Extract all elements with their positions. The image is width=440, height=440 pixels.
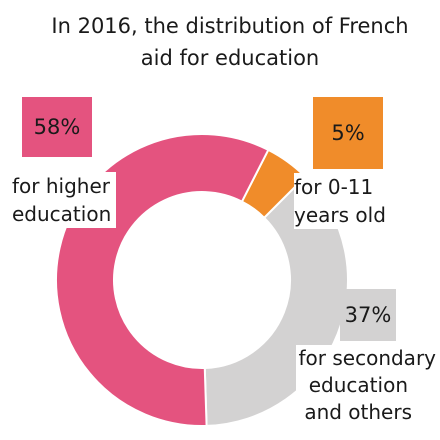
title-line-2: aid for education [140, 46, 320, 70]
value-label-secondary-education: 37% [344, 303, 392, 327]
label-higher-education-line-2: education [12, 202, 112, 226]
title-line-1: In 2016, the distribution of French [51, 14, 409, 38]
label-higher-education-line-1: for higher [12, 174, 110, 198]
label-higher-education: for higher education [10, 172, 116, 228]
label-secondary-education: for secondary education and others [296, 345, 436, 426]
label-0-11-years-line-2: years old [294, 203, 386, 227]
label-secondary-education-line-3: and others [304, 400, 412, 424]
value-box-higher-education: 58% [22, 97, 92, 157]
value-label-higher-education: 58% [33, 115, 81, 139]
label-0-11-years-line-1: for 0-11 [294, 175, 374, 199]
label-secondary-education-line-1: for secondary [298, 346, 437, 370]
value-box-secondary-education: 37% [340, 289, 396, 341]
value-label-0-11-years: 5% [331, 121, 365, 145]
label-secondary-education-line-2: education [308, 373, 408, 397]
chart-title: In 2016, the distribution of French aid … [20, 10, 440, 74]
value-box-0-11-years: 5% [313, 97, 383, 169]
label-0-11-years: for 0-11 years old [294, 173, 394, 229]
